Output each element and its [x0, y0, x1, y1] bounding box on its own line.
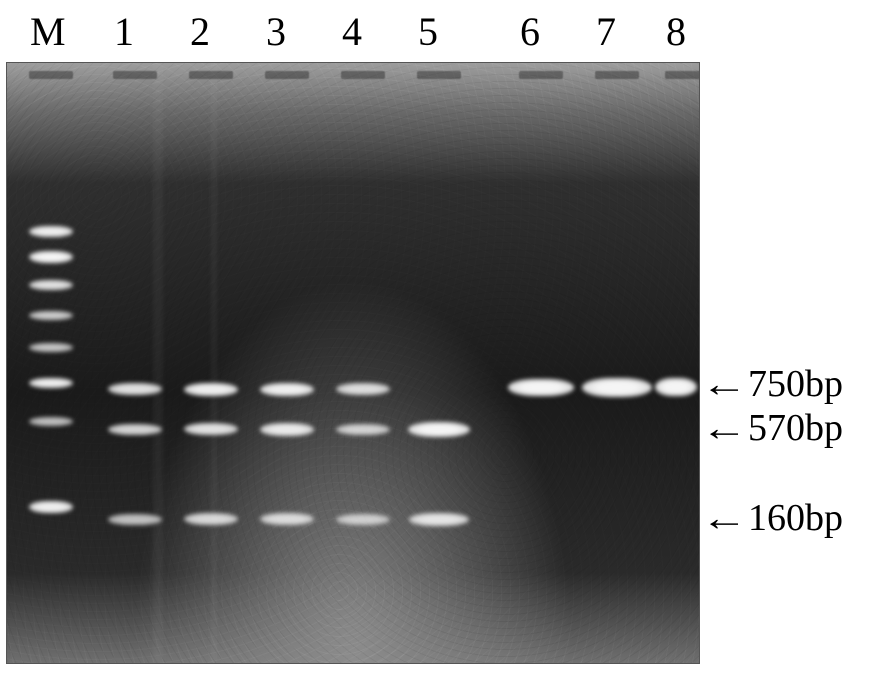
- arrow-left-icon: ←: [701, 410, 748, 446]
- lane-label-5: 5: [418, 8, 458, 55]
- arrow-left-icon: ←: [701, 366, 748, 402]
- size-label-text: 750bp: [748, 365, 843, 403]
- gel-well: [29, 71, 73, 79]
- lane-label-7: 7: [596, 8, 636, 55]
- lane-label-8: 8: [666, 8, 706, 55]
- lane-label-4: 4: [342, 8, 382, 55]
- lane-label-M: M: [30, 8, 70, 55]
- gel-well: [113, 71, 157, 79]
- gel-well: [417, 71, 461, 79]
- arrow-left-icon: ←: [701, 500, 748, 536]
- lane-label-3: 3: [266, 8, 306, 55]
- size-label-row: ←160bp: [706, 499, 843, 537]
- size-labels: ←750bp ←570bp ←160bp: [706, 0, 879, 694]
- lane-label-2: 2: [190, 8, 230, 55]
- size-label-text: 160bp: [748, 499, 843, 537]
- gel-well: [665, 71, 700, 79]
- lane-label-6: 6: [520, 8, 560, 55]
- gel-well: [189, 71, 233, 79]
- gel-noise-overlay: [7, 63, 699, 663]
- gel-vertical-streak: [153, 63, 163, 663]
- gel-image: [6, 62, 700, 664]
- size-label-text: 570bp: [748, 409, 843, 447]
- size-label-row: ←570bp: [706, 409, 843, 447]
- gel-well: [341, 71, 385, 79]
- lane-label-1: 1: [114, 8, 154, 55]
- size-label-row: ←750bp: [706, 365, 843, 403]
- gel-vertical-streak: [211, 63, 217, 663]
- gel-well: [519, 71, 563, 79]
- gel-well: [265, 71, 309, 79]
- gel-well: [595, 71, 639, 79]
